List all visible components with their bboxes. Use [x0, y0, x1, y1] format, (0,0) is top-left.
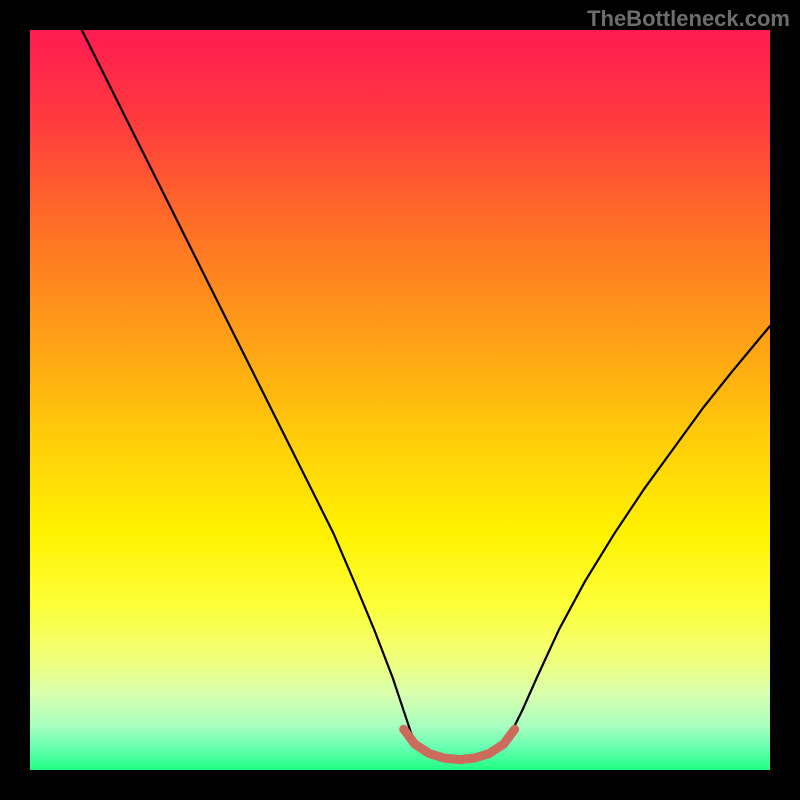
watermark-text: TheBottleneck.com: [587, 6, 790, 32]
plot-area: [30, 30, 770, 770]
chart-frame: TheBottleneck.com: [0, 0, 800, 800]
plot-svg: [30, 30, 770, 770]
gradient-background: [30, 30, 770, 770]
